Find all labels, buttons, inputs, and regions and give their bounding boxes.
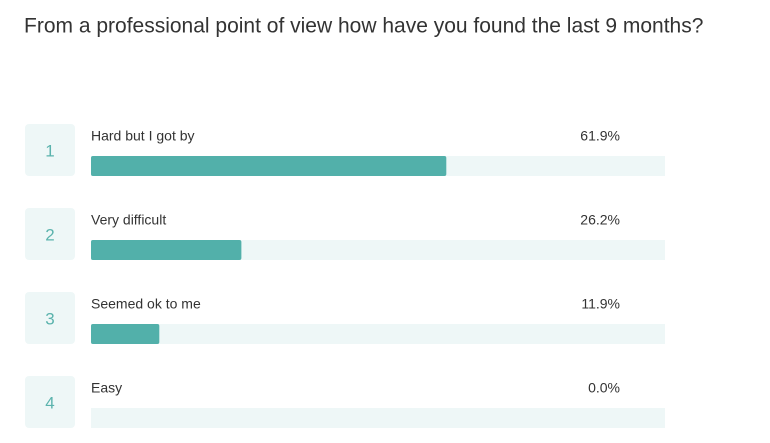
bar-track xyxy=(91,408,665,428)
rank-box xyxy=(25,208,75,260)
category-label: Easy xyxy=(91,380,122,396)
value-label: 11.9% xyxy=(581,296,620,312)
bar xyxy=(91,240,242,260)
bar xyxy=(91,324,160,344)
rank-box xyxy=(25,124,75,176)
rank-box xyxy=(25,292,75,344)
rank: 3 xyxy=(45,309,54,328)
bar xyxy=(91,156,447,176)
category-label: Seemed ok to me xyxy=(91,296,201,312)
chart-title: From a professional point of view how ha… xyxy=(24,15,703,38)
value-label: 26.2% xyxy=(580,212,620,228)
value-label: 0.0% xyxy=(588,380,620,396)
rank: 2 xyxy=(45,225,54,244)
category-label: Hard but I got by xyxy=(91,128,195,144)
value-label: 61.9% xyxy=(580,128,620,144)
category-label: Very difficult xyxy=(91,212,166,228)
rank: 1 xyxy=(45,141,54,160)
rank-box xyxy=(25,376,75,428)
rank: 4 xyxy=(45,393,54,412)
bar-track xyxy=(91,324,665,344)
